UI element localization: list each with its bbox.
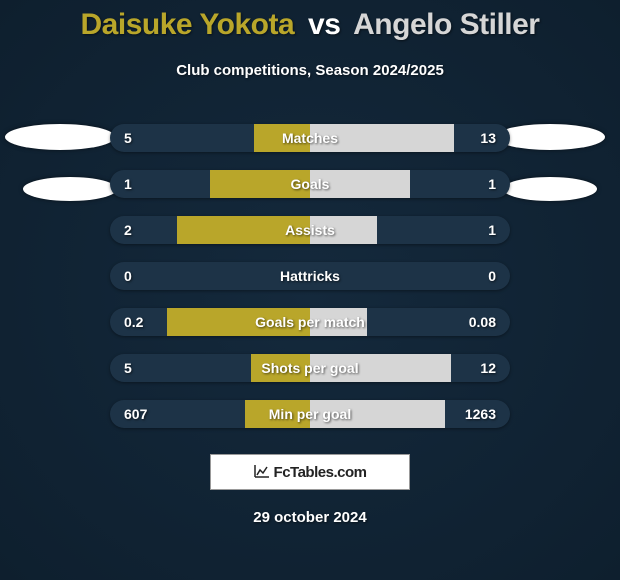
decorative-ellipse xyxy=(5,124,115,150)
bar-value-right: 1 xyxy=(488,170,496,198)
chart-icon xyxy=(254,464,270,481)
bar-left-fill xyxy=(254,124,310,152)
bar-value-right: 1 xyxy=(488,216,496,244)
bar-right-fill xyxy=(310,400,445,428)
footer-date: 29 october 2024 xyxy=(0,509,620,526)
bar-left-fill xyxy=(251,354,310,382)
player2-name: Angelo Stiller xyxy=(353,8,539,41)
bar-right-fill xyxy=(310,354,451,382)
comparison-card: Daisuke Yokota vs Angelo Stiller Club co… xyxy=(0,0,620,580)
bar-right-fill xyxy=(310,170,410,198)
bar-value-left: 5 xyxy=(124,124,132,152)
player1-name: Daisuke Yokota xyxy=(81,8,295,41)
vs-text: vs xyxy=(308,8,340,41)
bar-left-fill xyxy=(177,216,310,244)
bar-value-right: 0 xyxy=(488,262,496,290)
decorative-ellipse xyxy=(23,177,117,201)
stat-row: 0 0Hattricks xyxy=(110,262,510,290)
title: Daisuke Yokota vs Angelo Stiller xyxy=(0,8,620,42)
bar-left-fill xyxy=(245,400,310,428)
bar-value-right: 13 xyxy=(480,124,496,152)
bar-right-fill xyxy=(310,216,377,244)
stat-bars: 513Matches11Goals21Assists00Hattricks0.2… xyxy=(110,124,510,446)
bar-value-right: 1263 xyxy=(465,400,496,428)
bar-value-left: 5 xyxy=(124,354,132,382)
bar-right-fill xyxy=(310,124,454,152)
bar-left-fill xyxy=(210,170,310,198)
decorative-ellipse xyxy=(495,124,605,150)
bar-left-fill xyxy=(167,308,310,336)
stat-row: 513Matches xyxy=(110,124,510,152)
bar-value-left: 607 xyxy=(124,400,147,428)
bar-value-left: 0.2 xyxy=(124,308,143,336)
stat-row: 6071263Min per goal xyxy=(110,400,510,428)
bar-value-left: 0 xyxy=(124,262,132,290)
bar-value-left: 1 xyxy=(124,170,132,198)
subtitle: Club competitions, Season 2024/2025 xyxy=(0,62,620,79)
bar-value-left: 2 xyxy=(124,216,132,244)
bar-label: Hattricks xyxy=(110,262,510,290)
decorative-ellipse xyxy=(503,177,597,201)
stat-row: 0.20.08Goals per match xyxy=(110,308,510,336)
stat-row: 21Assists xyxy=(110,216,510,244)
bar-value-right: 12 xyxy=(480,354,496,382)
bar-right-fill xyxy=(310,308,367,336)
footer-site: FcTables.com xyxy=(274,464,367,481)
stat-row: 512Shots per goal xyxy=(110,354,510,382)
stat-row: 11Goals xyxy=(110,170,510,198)
bar-value-right: 0.08 xyxy=(469,308,496,336)
footer-badge: FcTables.com xyxy=(210,454,410,490)
